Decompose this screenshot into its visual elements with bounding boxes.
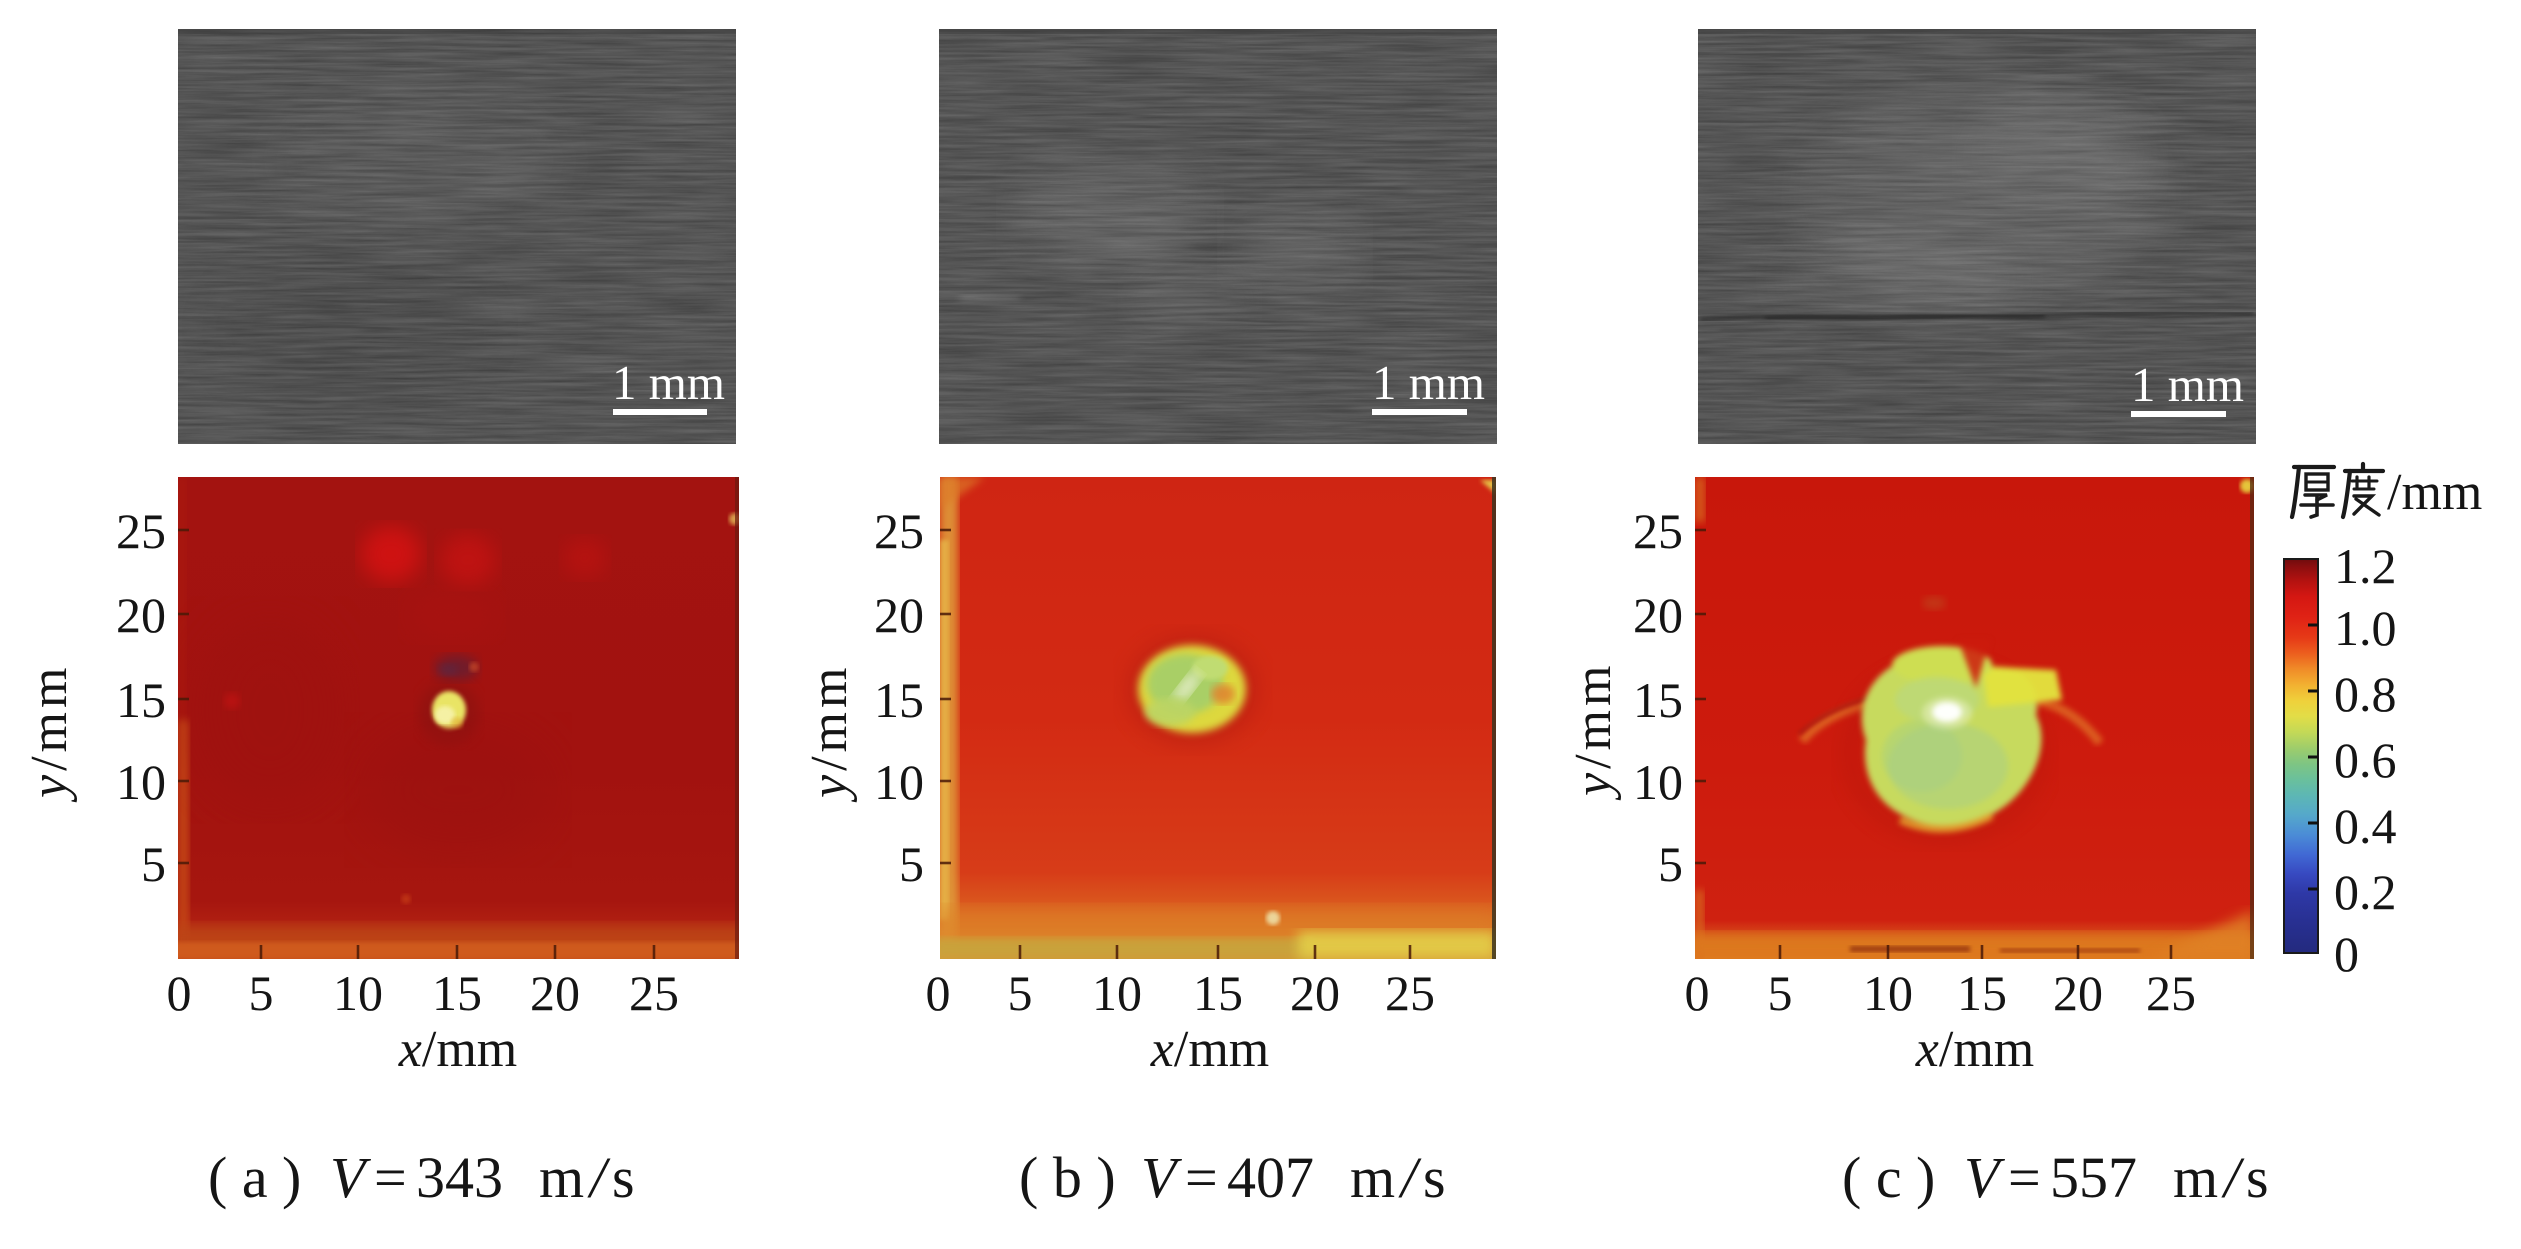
svg-text:25: 25 [1633,503,1683,559]
svg-text:25: 25 [2146,965,2196,1021]
svg-text:( b ): ( b ) [1019,1145,1116,1210]
svg-text:( c ): ( c ) [1842,1145,1935,1210]
svg-text:x/mm: x/mm [398,1021,517,1078]
svg-text:10: 10 [116,754,166,810]
svg-text:5: 5 [249,965,274,1021]
svg-text:20: 20 [530,965,580,1021]
svg-text:x/mm: x/mm [1150,1021,1269,1078]
svg-text:15: 15 [1193,965,1243,1021]
svg-text:20: 20 [1290,965,1340,1021]
svg-text:x/mm: x/mm [1915,1021,2034,1078]
svg-text:1.0: 1.0 [2334,600,2397,656]
svg-text:0.8: 0.8 [2334,666,2397,722]
svg-text:0: 0 [926,965,951,1021]
svg-text:0: 0 [1685,965,1710,1021]
svg-text:y/mm: y/mm [1565,662,1622,801]
svg-text:5: 5 [1008,965,1033,1021]
svg-text:15: 15 [1957,965,2007,1021]
svg-text:10: 10 [1863,965,1913,1021]
svg-text:15: 15 [432,965,482,1021]
svg-text:0.6: 0.6 [2334,732,2397,788]
svg-text:0: 0 [167,965,192,1021]
svg-text:/mm: /mm [2387,464,2482,521]
svg-text:10: 10 [333,965,383,1021]
svg-text:20: 20 [874,587,924,643]
svg-text:0.4: 0.4 [2334,798,2397,854]
svg-text:y/mm: y/mm [21,664,78,803]
svg-text:1 mm: 1 mm [1372,355,1485,410]
svg-text:5: 5 [141,836,166,892]
svg-text:25: 25 [629,965,679,1021]
svg-text:0: 0 [2334,926,2359,982]
svg-text:10: 10 [1633,754,1683,810]
svg-text:20: 20 [1633,587,1683,643]
svg-text:0.2: 0.2 [2334,864,2397,920]
svg-text:10: 10 [874,754,924,810]
svg-text:20: 20 [116,587,166,643]
svg-text:5: 5 [1768,965,1793,1021]
svg-text:( a ): ( a ) [208,1145,301,1210]
svg-text:20: 20 [2053,965,2103,1021]
svg-text:1 mm: 1 mm [2131,357,2244,412]
svg-text:5: 5 [899,836,924,892]
svg-text:5: 5 [1658,836,1683,892]
svg-text:15: 15 [1633,672,1683,728]
svg-text:10: 10 [1092,965,1142,1021]
svg-text:25: 25 [116,503,166,559]
svg-text:1.2: 1.2 [2334,538,2397,594]
svg-text:15: 15 [116,672,166,728]
svg-text:25: 25 [874,503,924,559]
svg-text:15: 15 [874,672,924,728]
svg-text:1 mm: 1 mm [612,355,725,410]
svg-text:25: 25 [1385,965,1435,1021]
svg-text:y/mm: y/mm [801,664,858,803]
